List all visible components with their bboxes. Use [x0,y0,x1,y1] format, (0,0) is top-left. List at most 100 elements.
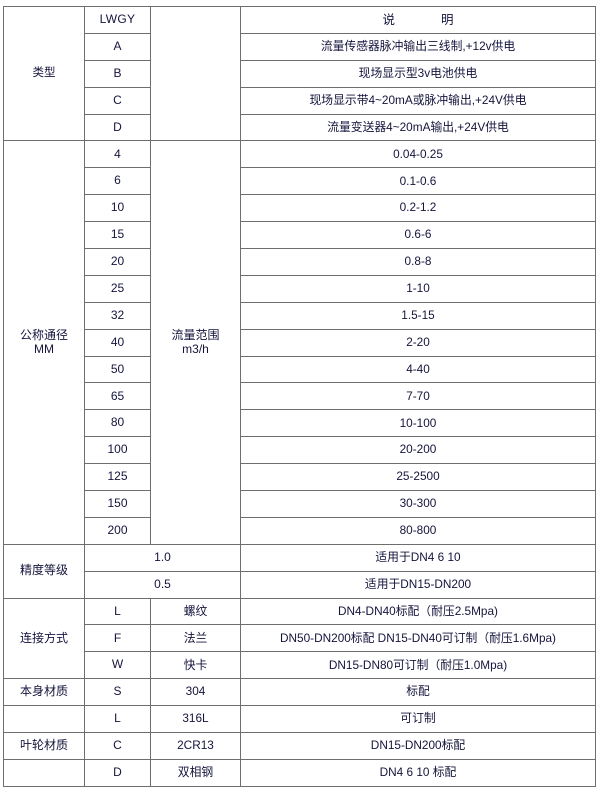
dn-flow: 2-20 [240,328,596,357]
body-material-name: 304 [150,678,241,707]
type-code-b: B [84,59,151,88]
group-label-impeller-material: 叶轮材质 [3,732,85,760]
specification-table-container: 类型 LWGY 说明 A 流量传感器脉冲输出三线制,+12v供电 B 现场显示型… [3,5,596,787]
dn-flow: 0.2-1.2 [240,194,596,223]
connection-code: L [84,597,151,626]
dn-code: 150 [84,490,151,518]
dn-code: 25 [84,274,151,303]
dn-code: 50 [84,355,151,384]
group-label-type: 类型 [3,5,85,142]
dn-code: 10 [84,194,151,223]
impeller-material-desc: DN15-DN200标配 [240,732,596,760]
group-label-impeller-material-empty [3,758,85,787]
table-row: 本身材质 S 304 标配 [3,678,596,707]
specification-table: 类型 LWGY 说明 A 流量传感器脉冲输出三线制,+12v供电 B 现场显示型… [3,5,596,787]
model-code-header: LWGY [84,6,151,34]
table-row: 10 0.2-1.2 [4,194,596,223]
description-header-text-b: 明 [441,12,454,27]
nominal-diameter-label-line1: 公称通径 [19,327,68,342]
table-row: 65 7-70 [4,382,596,411]
dn-flow: 7-70 [240,382,596,411]
dn-flow: 80-800 [240,516,596,545]
dn-flow: 0.8-8 [240,248,596,276]
body-material-code: L [84,705,151,734]
dn-code: 32 [84,301,151,330]
table-row: 公称通径 MM 4 流量范围 m3/h 0.04-0.25 [3,140,596,545]
body-material-name: 316L [150,705,241,734]
table-row: 200 80-800 [4,516,596,545]
accuracy-code: 0.5 [84,570,241,599]
dn-flow: 20-200 [240,436,596,465]
connection-name: 快卡 [150,651,241,680]
dn-code: 40 [84,328,151,357]
dn-flow: 4-40 [240,355,596,384]
group-label-body-material-empty [3,705,85,734]
table-row: B 现场显示型3v电池供电 [4,59,596,88]
nominal-diameter-label-line2: MM [34,341,54,356]
dn-flow: 1.5-15 [240,301,596,330]
description-header: 说明 [240,6,596,34]
table-row: 40 2-20 [4,328,596,357]
accuracy-desc: 适用于DN4 6 10 [240,543,596,572]
table-row: A 流量传感器脉冲输出三线制,+12v供电 [4,32,596,61]
dn-code: 4 [84,140,151,169]
dn-flow: 0.04-0.25 [240,140,596,169]
table-row: 32 1.5-15 [4,301,596,330]
type-desc-c: 现场显示带4~20mA或脉冲输出,+24V供电 [240,86,596,115]
type-desc-d: 流量变送器4~20mA输出,+24V供电 [240,113,596,142]
flow-range-label: 流量范围 m3/h [150,140,241,545]
table-row: 6 0.1-0.6 [4,167,596,196]
table-row: D 流量变送器4~20mA输出,+24V供电 [4,113,596,142]
dn-flow: 0.6-6 [240,221,596,250]
table-row: 125 25-2500 [4,463,596,492]
table-row: 精度等级 1.0 适用于DN4 6 10 [3,543,596,599]
table-row: W 快卡 DN15-DN80可订制（耐压1.0Mpa) [4,651,596,680]
group-label-accuracy-class: 精度等级 [3,543,85,599]
dn-flow: 30-300 [240,490,596,518]
group-label-connection-type: 连接方式 [3,597,85,680]
table-row: 叶轮材质 C 2CR13 DN15-DN200标配 [3,732,596,760]
type-code-a: A [84,32,151,61]
type-desc-b: 现场显示型3v电池供电 [240,59,596,88]
accuracy-desc: 适用于DN15-DN200 [240,570,596,599]
dn-code: 80 [84,409,151,438]
table-row: 20 0.8-8 [4,248,596,276]
impeller-material-name: 双相钢 [150,758,241,787]
accuracy-code: 1.0 [84,543,241,572]
connection-desc: DN15-DN80可订制（耐压1.0Mpa) [240,651,596,680]
type-desc-a: 流量传感器脉冲输出三线制,+12v供电 [240,32,596,61]
connection-name: 螺纹 [150,597,241,626]
group-label-body-material: 本身材质 [3,678,85,707]
table-body: 类型 LWGY 说明 A 流量传感器脉冲输出三线制,+12v供电 B 现场显示型… [3,5,596,787]
type-spacer-cell [150,5,241,142]
body-material-desc: 可订制 [240,705,596,734]
dn-flow: 1-10 [240,274,596,303]
table-row: 80 10-100 [4,409,596,438]
description-header-text-a: 说 [382,12,395,27]
dn-code: 6 [84,167,151,196]
body-material-desc: 标配 [240,678,596,707]
connection-desc: DN4-DN40标配（耐压2.5Mpa) [240,597,596,626]
table-row: 连接方式 L 螺纹 DN4-DN40标配（耐压2.5Mpa) [3,597,596,680]
flow-range-label-line1: 流量范围 [171,327,220,342]
table-row: F 法兰 DN50-DN200标配 DN15-DN40可订制（耐压1.6Mpa) [4,624,596,653]
table-row: 100 20-200 [4,436,596,465]
table-row: 0.5 适用于DN15-DN200 [4,570,596,599]
table-row: 15 0.6-6 [4,221,596,250]
type-code-d: D [84,113,151,142]
type-code-c: C [84,86,151,115]
table-row-header: 类型 LWGY 说明 [3,5,596,142]
table-row: L 316L 可订制 [3,705,596,734]
table-row: C 现场显示带4~20mA或脉冲输出,+24V供电 [4,86,596,115]
table-row: D 双相钢 DN4 6 10 标配 [3,758,596,787]
dn-flow: 0.1-0.6 [240,167,596,196]
connection-desc: DN50-DN200标配 DN15-DN40可订制（耐压1.6Mpa) [240,624,596,653]
dn-code: 100 [84,436,151,465]
impeller-material-code: C [84,732,151,760]
dn-flow: 25-2500 [240,463,596,492]
table-row: 150 30-300 [4,490,596,518]
connection-name: 法兰 [150,624,241,653]
dn-code: 200 [84,516,151,545]
connection-code: W [84,651,151,680]
flow-range-label-line2: m3/h [182,341,209,356]
